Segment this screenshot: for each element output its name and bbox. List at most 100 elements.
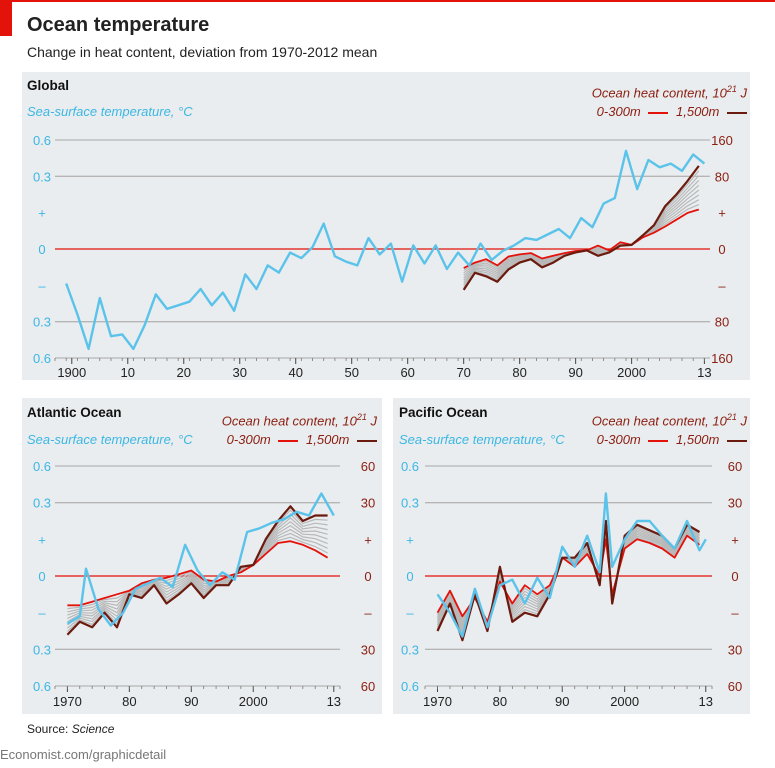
pacific-legend-1500-swatch: [727, 439, 747, 442]
atlantic-ohc-label-text: Ocean heat content, 10: [221, 413, 357, 429]
panel-pacific: [393, 398, 750, 714]
atlantic-right-tick-3: 0: [364, 569, 371, 584]
global-right-tick-6: 160: [711, 351, 733, 366]
pacific-x-tick-4: 13: [699, 694, 713, 709]
atlantic-x-tick-0: 1970: [53, 694, 82, 709]
atlantic-left-tick-1: 0.3: [33, 496, 51, 511]
pacific-legend: 0-300m 1,500m: [597, 432, 747, 447]
pacific-left-tick-4: –: [406, 606, 414, 621]
pacific-sst-label: Sea-surface temperature, °C: [399, 432, 565, 447]
atlantic-x-tick-1: 80: [122, 694, 136, 709]
global-right-tick-1: 80: [715, 169, 729, 184]
atlantic-ohc-label-unit: J: [366, 413, 377, 429]
atlantic-ensemble-line-3: [67, 528, 328, 616]
pacific-legend-300-swatch: [648, 439, 669, 442]
global-ohc-label-unit: J: [736, 85, 747, 101]
global-x-tick-7: 70: [456, 365, 470, 380]
atlantic-title: Atlantic Ocean: [27, 405, 122, 420]
atlantic-legend-300-swatch: [278, 439, 299, 442]
pacific-x-tick-1: 80: [493, 694, 507, 709]
atlantic-legend-300: 0-300m: [226, 432, 271, 447]
global-left-tick-0: 0.6: [33, 133, 51, 148]
global-legend: 0-300m 1,500m: [597, 104, 747, 119]
global-x-tick-3: 30: [233, 365, 247, 380]
pacific-x-tick-0: 1970: [423, 694, 452, 709]
global-x-tick-6: 60: [400, 365, 414, 380]
panel-atlantic: [22, 398, 382, 714]
global-legend-1500-swatch: [727, 111, 747, 114]
global-ohc-label-text: Ocean heat content, 10: [591, 85, 727, 101]
atlantic-x-tick-4: 13: [327, 694, 341, 709]
global-legend-300-swatch: [648, 111, 669, 114]
global-right-tick-0: 160: [711, 133, 733, 148]
pacific-legend-300: 0-300m: [596, 432, 641, 447]
source-name: Science: [71, 722, 115, 736]
pacific-left-tick-0: 0.6: [401, 459, 419, 474]
atlantic-ohc-label-sup: 21: [356, 412, 367, 422]
global-x-tick-0: 1900: [57, 365, 86, 380]
atlantic-right-tick-1: 30: [361, 496, 375, 511]
atlantic-sst-line: [66, 492, 335, 627]
atlantic-ensemble-line-6: [67, 517, 328, 626]
pacific-ohc-label-text: Ocean heat content, 10: [591, 413, 727, 429]
atlantic-ohc-label: Ocean heat content, 1021 J: [222, 412, 377, 428]
pacific-left-tick-5: 0.3: [401, 642, 419, 657]
pacific-left-tick-2: +: [406, 532, 414, 547]
global-x-tick-9: 90: [568, 365, 582, 380]
pacific-right-tick-2: +: [731, 532, 739, 547]
global-right-tick-5: 80: [715, 315, 729, 330]
pacific-left-tick-1: 0.3: [401, 496, 419, 511]
pacific-right-tick-3: 0: [731, 569, 738, 584]
atlantic-ensemble-line-5: [67, 521, 328, 623]
global-left-tick-3: 0: [38, 242, 45, 257]
pacific-right-tick-6: 60: [728, 679, 742, 694]
atlantic-right-tick-2: +: [364, 532, 372, 547]
global-left-tick-2: +: [38, 206, 46, 221]
global-title: Global: [27, 78, 70, 93]
atlantic-x-tick-3: 2000: [239, 694, 268, 709]
pacific-left-tick-3: 0: [406, 569, 413, 584]
pacific-ohc-label: Ocean heat content, 1021 J: [592, 412, 747, 428]
pacific-ohc-label-sup: 21: [726, 412, 737, 422]
pacific-right-tick-5: 30: [728, 642, 742, 657]
atlantic-left-tick-0: 0.6: [33, 459, 51, 474]
pacific-right-tick-0: 60: [728, 459, 742, 474]
atlantic-ohc300-line: [67, 540, 329, 607]
atlantic-right-tick-0: 60: [361, 459, 375, 474]
atlantic-left-tick-5: 0.3: [33, 642, 51, 657]
pacific-left-tick-6: 0.6: [401, 679, 419, 694]
atlantic-ohc1500-line: [66, 505, 328, 636]
global-left-tick-6: 0.6: [33, 351, 51, 366]
atlantic-legend-1500: 1,500m: [306, 432, 350, 447]
top-rule: [0, 0, 775, 2]
global-sst-line: [65, 149, 706, 351]
global-x-tick-5: 50: [344, 365, 358, 380]
atlantic-left-tick-3: 0: [38, 569, 45, 584]
source-note: Source: Science: [27, 722, 114, 736]
atlantic-sst-label: Sea-surface temperature, °C: [27, 432, 193, 447]
atlantic-left-tick-6: 0.6: [33, 679, 51, 694]
global-right-tick-4: –: [718, 278, 726, 293]
pacific-sst-line: [436, 492, 707, 638]
global-x-tick-1: 10: [121, 365, 135, 380]
atlantic-right-tick-6: 60: [361, 679, 375, 694]
pacific-title: Pacific Ocean: [399, 405, 488, 420]
global-x-tick-2: 20: [177, 365, 191, 380]
pacific-x-tick-2: 90: [555, 694, 569, 709]
brand-tag: [0, 2, 12, 36]
chart-title: Ocean temperature: [27, 14, 210, 36]
chart-subtitle: Change in heat content, deviation from 1…: [27, 44, 378, 60]
global-x-tick-8: 80: [512, 365, 526, 380]
global-right-tick-3: 0: [718, 242, 725, 257]
global-right-tick-2: +: [718, 206, 726, 221]
global-x-tick-11: 13: [697, 365, 711, 380]
atlantic-ensemble-line-1: [67, 536, 328, 610]
atlantic-right-tick-4: –: [364, 606, 372, 621]
source-label: Source:: [27, 722, 69, 736]
global-x-tick-4: 40: [288, 365, 302, 380]
atlantic-right-tick-5: 30: [361, 642, 375, 657]
global-ohc1500-line: [462, 165, 700, 291]
atlantic-legend: 0-300m 1,500m: [227, 432, 377, 447]
atlantic-left-tick-4: –: [38, 606, 46, 621]
